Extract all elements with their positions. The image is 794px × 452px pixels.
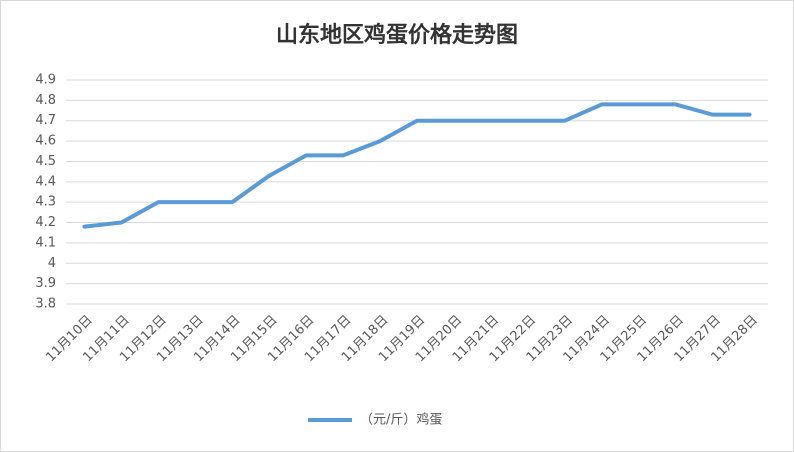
line-series	[82, 102, 752, 229]
chart-title: 山东地区鸡蛋价格走势图	[276, 22, 518, 48]
y-tick-label: 4	[48, 256, 56, 271]
legend-label: （元/斤）鸡蛋	[360, 412, 442, 428]
y-tick-label: 4.5	[35, 154, 56, 169]
y-tick-label: 4.4	[35, 174, 56, 189]
y-tick-label: 4.7	[35, 113, 56, 128]
y-tick-label: 4.6	[35, 134, 56, 149]
y-tick-label: 4.8	[35, 93, 56, 108]
y-tick-label: 3.8	[35, 297, 56, 312]
y-tick-label: 3.9	[35, 276, 56, 291]
y-tick-label: 4.3	[35, 195, 56, 210]
y-tick-label: 4.1	[35, 235, 56, 250]
y-tick-label: 4.2	[35, 215, 56, 230]
y-tick-label: 4.9	[35, 73, 56, 88]
